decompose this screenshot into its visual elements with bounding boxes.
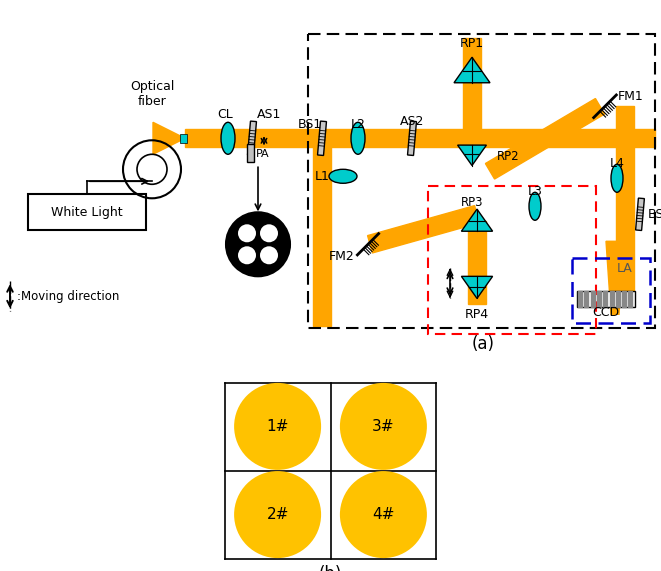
Text: L3: L3 (527, 185, 543, 198)
Text: L4: L4 (609, 157, 625, 170)
Text: AS1: AS1 (257, 108, 282, 121)
Text: 2#: 2# (266, 507, 289, 522)
Text: 1#: 1# (266, 419, 289, 434)
Text: 4#: 4# (372, 507, 395, 522)
Polygon shape (408, 121, 416, 155)
Polygon shape (616, 106, 634, 296)
Text: RP3: RP3 (461, 196, 483, 209)
Circle shape (226, 212, 290, 276)
Text: Optical
fiber: Optical fiber (130, 81, 175, 108)
Bar (577, 291, 635, 307)
Circle shape (234, 383, 321, 470)
Bar (28, 194, 146, 230)
Text: :Moving direction: :Moving direction (17, 290, 120, 303)
Text: BS2: BS2 (648, 208, 661, 221)
Ellipse shape (329, 169, 357, 183)
Text: LA: LA (617, 262, 633, 275)
Polygon shape (247, 121, 256, 155)
Bar (428, 186, 596, 334)
Bar (572, 258, 650, 323)
Polygon shape (457, 145, 486, 166)
Text: RP1: RP1 (460, 37, 484, 50)
Text: (a): (a) (471, 335, 494, 353)
Text: (b): (b) (319, 565, 342, 571)
Polygon shape (454, 57, 490, 83)
Text: AS2: AS2 (400, 115, 424, 128)
Circle shape (234, 471, 321, 558)
Text: FM1: FM1 (618, 90, 644, 103)
Polygon shape (461, 276, 492, 299)
Polygon shape (609, 291, 613, 307)
Polygon shape (597, 291, 601, 307)
Circle shape (340, 383, 427, 470)
Text: CCD: CCD (592, 306, 619, 319)
Bar (180, 134, 187, 143)
Text: L2: L2 (350, 118, 366, 131)
Polygon shape (606, 242, 624, 314)
Text: 3#: 3# (372, 419, 395, 434)
Text: FM2: FM2 (329, 250, 355, 263)
Polygon shape (636, 198, 644, 231)
Circle shape (260, 246, 278, 264)
Text: White Light: White Light (51, 206, 123, 219)
Polygon shape (485, 99, 605, 179)
Polygon shape (317, 121, 327, 155)
Polygon shape (578, 291, 582, 307)
Polygon shape (463, 38, 481, 138)
Polygon shape (629, 291, 633, 307)
Polygon shape (368, 206, 479, 253)
Ellipse shape (611, 164, 623, 192)
Circle shape (238, 224, 256, 242)
Ellipse shape (351, 122, 365, 154)
Polygon shape (603, 291, 607, 307)
Polygon shape (468, 222, 486, 304)
Polygon shape (622, 291, 626, 307)
Polygon shape (590, 291, 595, 307)
Text: L1: L1 (315, 170, 330, 183)
Polygon shape (584, 291, 588, 307)
Polygon shape (185, 129, 655, 147)
Ellipse shape (529, 192, 541, 220)
Circle shape (260, 224, 278, 242)
Polygon shape (313, 138, 331, 326)
Text: RP2: RP2 (497, 150, 520, 163)
Text: PA: PA (256, 149, 270, 159)
Polygon shape (616, 291, 620, 307)
Circle shape (340, 471, 427, 558)
Text: BS1: BS1 (298, 118, 322, 131)
Ellipse shape (221, 122, 235, 154)
Polygon shape (153, 122, 185, 154)
Bar (247, 144, 254, 162)
Polygon shape (461, 209, 492, 231)
Text: CL: CL (217, 108, 233, 121)
Circle shape (238, 246, 256, 264)
Text: RP4: RP4 (465, 308, 489, 321)
